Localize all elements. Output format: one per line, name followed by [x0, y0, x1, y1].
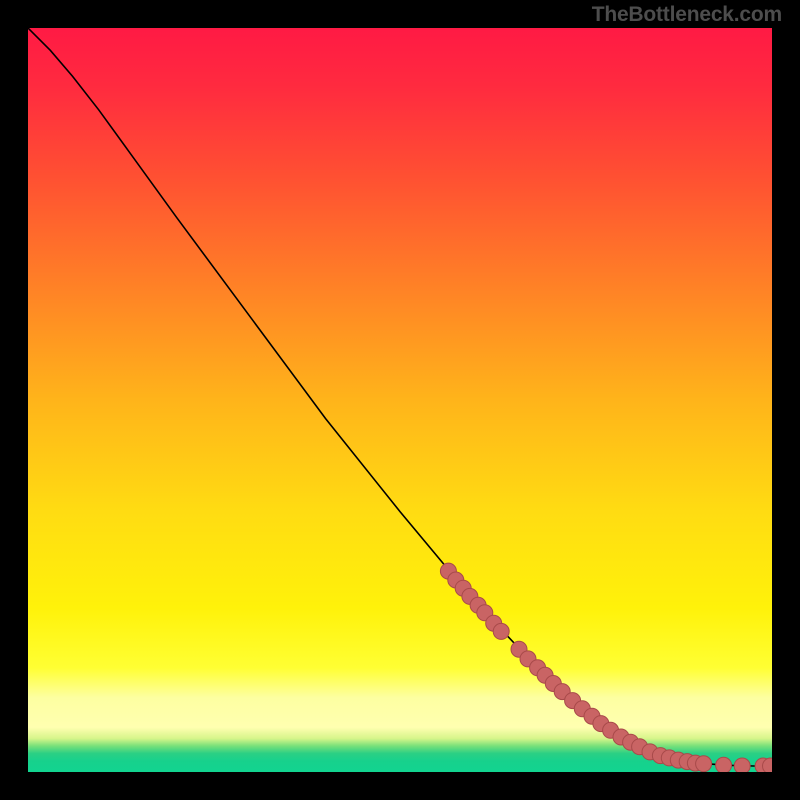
- chart-marker: [696, 756, 712, 772]
- chart-marker: [716, 757, 732, 772]
- watermark-text: TheBottleneck.com: [592, 3, 782, 27]
- chart-overlay-svg: [28, 28, 772, 772]
- chart-marker: [734, 758, 750, 772]
- chart-marker: [493, 623, 509, 639]
- chart-curve: [28, 28, 772, 766]
- chart-plot-area: [28, 28, 772, 772]
- chart-marker-group: [440, 563, 772, 772]
